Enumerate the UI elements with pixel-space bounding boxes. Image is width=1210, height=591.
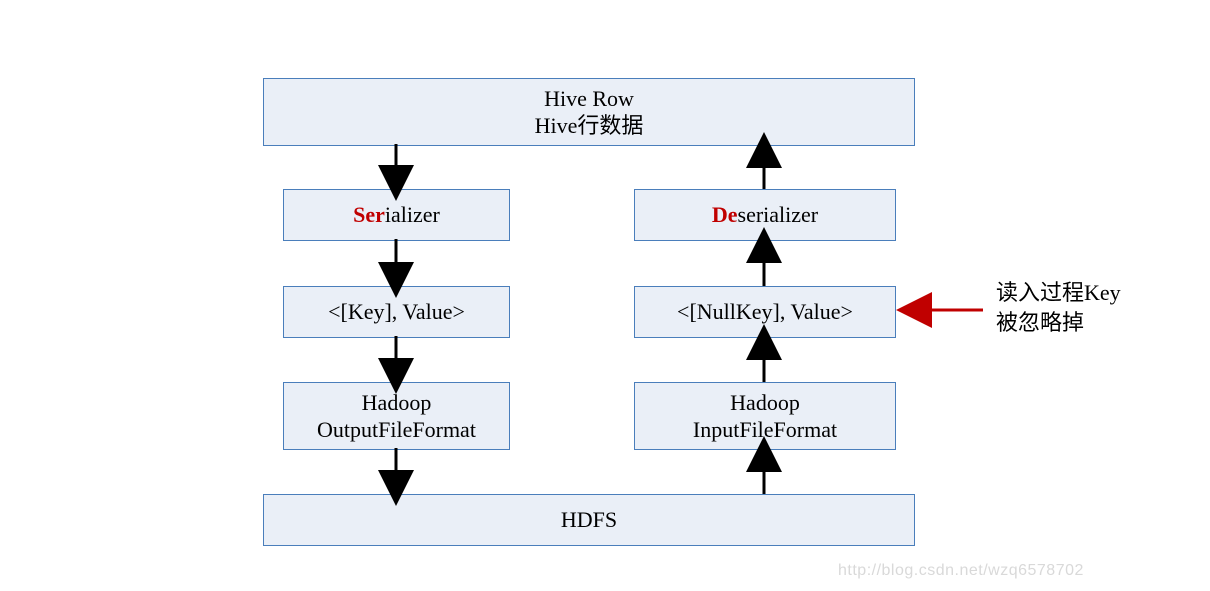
annotation-text: 读入过程Key 被忽略掉 [996, 278, 1121, 337]
watermark: http://blog.csdn.net/wzq6578702 [838, 562, 1084, 580]
annotation-line1: 读入过程Key [996, 278, 1121, 308]
annotation-line2: 被忽略掉 [996, 308, 1121, 338]
